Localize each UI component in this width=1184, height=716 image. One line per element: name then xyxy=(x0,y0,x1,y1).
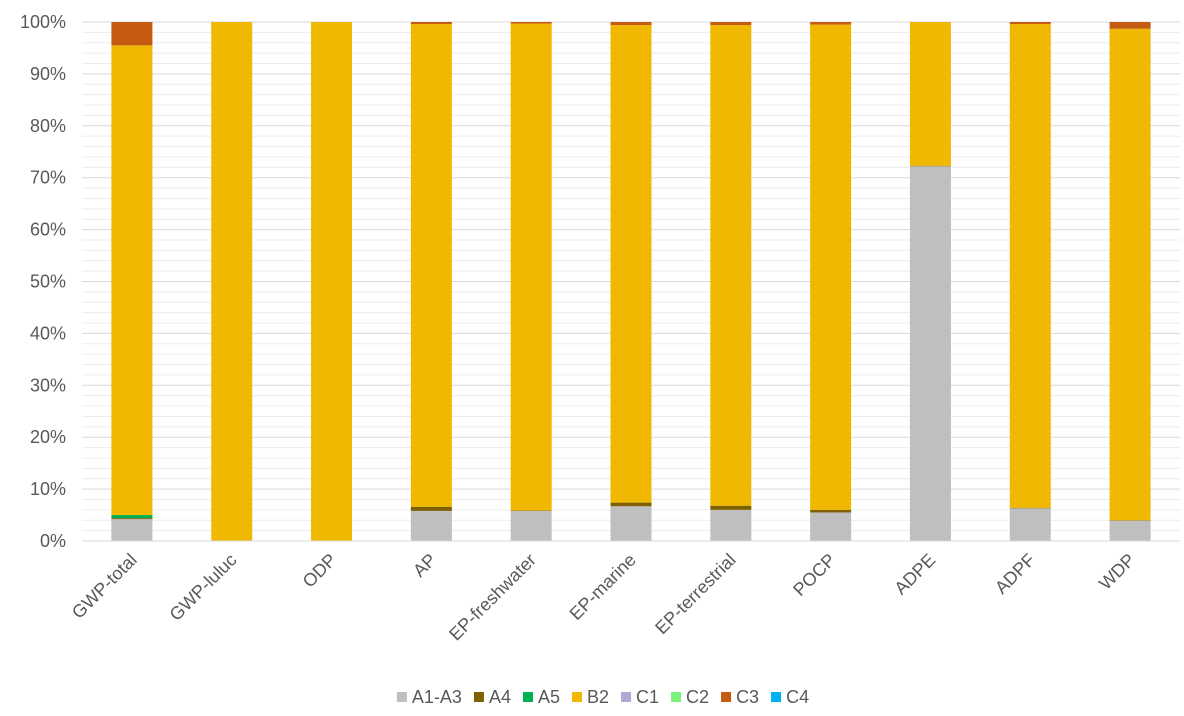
legend: A1-A3 A4 A5 B2 C1 C2 C3 C4 xyxy=(396,687,809,707)
bar-segment-b2-gwp-total xyxy=(111,45,153,516)
bar-segment-a1-a3-ep-terrestrial xyxy=(710,509,752,541)
legend-label-a5: A5 xyxy=(538,687,560,707)
legend-label-b2: B2 xyxy=(587,687,609,707)
bar-segment-a4-pocp xyxy=(810,509,852,513)
legend-label-c1: C1 xyxy=(636,687,659,707)
bar-segment-a1-a3-wdp xyxy=(1109,520,1151,541)
bar-segment-a4-adpe xyxy=(909,165,951,167)
legend-swatch-c2 xyxy=(671,692,682,702)
y-tick-label: 80% xyxy=(30,116,66,136)
x-tick-label: ADPE xyxy=(890,550,939,599)
bar-segment-b2-adpe xyxy=(909,22,951,166)
bar-segment-c3-ep-terrestrial xyxy=(710,22,752,26)
bar-segment-b2-ep-marine xyxy=(610,25,652,503)
legend-swatch-c1 xyxy=(621,692,632,702)
bar-segment-b2-odp xyxy=(311,22,353,541)
legend-swatch-b2 xyxy=(572,692,582,702)
bar-segment-b2-ep-terrestrial xyxy=(710,25,752,506)
legend-swatch-a1-a3 xyxy=(396,692,407,702)
legend-label-a1-a3: A1-A3 xyxy=(412,687,462,707)
bar-segment-a1-a3-ap xyxy=(410,510,452,541)
x-tick-label: AP xyxy=(409,550,440,581)
y-tick-label: 0% xyxy=(40,531,66,551)
y-axis-ticks: 0% 10% 20% 30% 40% 50% 60% 70% 80% 90% 100% xyxy=(20,12,66,551)
y-tick-label: 70% xyxy=(30,168,66,188)
legend-swatch-c4 xyxy=(771,692,782,702)
x-tick-label: GWP-total xyxy=(68,550,141,623)
bar-segment-a1-a3-ep-freshwater xyxy=(510,510,552,541)
bar-segment-c3-pocp xyxy=(810,22,852,25)
bar-segment-a1-a3-adpf xyxy=(1009,508,1051,541)
legend-swatch-a5 xyxy=(522,692,533,702)
x-tick-label: GWP-luluc xyxy=(166,550,241,625)
y-tick-label: 60% xyxy=(30,220,66,240)
bar-segment-b2-wdp xyxy=(1109,28,1151,521)
y-tick-label: 50% xyxy=(30,272,66,292)
x-tick-label: EP-freshwater xyxy=(445,550,540,645)
bar-segment-b2-adpf xyxy=(1009,24,1051,508)
bar-segment-a4-gwp-total xyxy=(111,518,153,520)
bar-segment-b2-pocp xyxy=(810,24,852,510)
bar-segment-a4-ep-marine xyxy=(610,502,652,507)
x-tick-label: EP-marine xyxy=(566,550,640,624)
bar-segment-c3-wdp xyxy=(1109,22,1151,29)
y-tick-label: 20% xyxy=(30,427,66,447)
legend-label-c2: C2 xyxy=(686,687,709,707)
bar-segment-c3-ap xyxy=(410,22,452,25)
x-axis-ticks: GWP-total GWP-luluc ODP AP EP-freshwater EP-m… xyxy=(68,550,1139,645)
bar-segment-b2-gwp-luluc xyxy=(211,22,253,541)
y-tick-label: 100% xyxy=(20,12,66,32)
bar-segment-a4-wdp xyxy=(1109,520,1151,521)
legend-label-a4: A4 xyxy=(489,687,511,707)
bar-segment-c3-adpf xyxy=(1009,22,1051,25)
bar-segment-a4-adpf xyxy=(1009,507,1051,509)
y-tick-label: 90% xyxy=(30,64,66,84)
bar-segment-c3-gwp-total xyxy=(111,22,153,46)
legend-label-c4: C4 xyxy=(786,687,809,707)
legend-label-c3: C3 xyxy=(736,687,759,707)
legend-swatch-a4 xyxy=(473,692,484,702)
y-tick-label: 30% xyxy=(30,375,66,395)
bar-segment-b2-ep-freshwater xyxy=(510,23,552,511)
x-tick-label: ADPF xyxy=(991,550,1039,598)
bar-segment-a5-gwp-total xyxy=(111,515,153,519)
x-tick-label: POCP xyxy=(789,550,839,600)
bar-segment-c3-ep-marine xyxy=(610,22,652,26)
bars xyxy=(111,22,1151,542)
bar-segment-a1-a3-pocp xyxy=(810,512,852,541)
y-tick-label: 10% xyxy=(30,479,66,499)
y-tick-label: 40% xyxy=(30,323,66,343)
bar-segment-a4-ep-freshwater xyxy=(510,510,552,511)
bar-segment-b2-ap xyxy=(410,24,452,507)
legend-swatch-c3 xyxy=(721,692,732,702)
x-tick-label: ODP xyxy=(299,550,341,592)
x-tick-label: WDP xyxy=(1095,550,1139,594)
bar-segment-c3-ep-freshwater xyxy=(510,22,552,24)
x-tick-label: EP-terrestrial xyxy=(651,550,739,638)
bar-segment-a1-a3-gwp-total xyxy=(111,519,153,541)
bar-segment-a4-ap xyxy=(410,506,452,511)
bar-segment-a1-a3-ep-marine xyxy=(610,506,652,541)
bar-segment-a1-a3-adpe xyxy=(909,166,951,542)
bar-segment-a4-ep-terrestrial xyxy=(710,505,752,510)
